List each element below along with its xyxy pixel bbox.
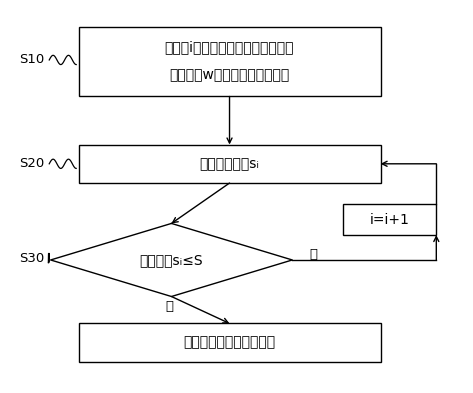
Text: S20: S20 [19, 157, 44, 170]
FancyBboxPatch shape [79, 27, 381, 97]
Text: 得到目标距离sᵢ: 得到目标距离sᵢ [200, 157, 260, 171]
Text: S30: S30 [19, 252, 44, 264]
Text: 获取第i次释放液滴时的撞击信息，: 获取第i次释放液滴时的撞击信息， [165, 40, 294, 54]
Text: i=i+1: i=i+1 [370, 213, 410, 227]
Text: 得到液滴的目标释放位置: 得到液滴的目标释放位置 [184, 336, 276, 350]
FancyBboxPatch shape [79, 145, 381, 183]
Text: 判断是否sᵢ≤S: 判断是否sᵢ≤S [140, 253, 203, 267]
Text: 是: 是 [165, 299, 173, 312]
FancyBboxPatch shape [79, 323, 381, 362]
Text: 否: 否 [309, 248, 317, 261]
Text: 网格单元w为物面上的网格单元: 网格单元w为物面上的网格单元 [169, 68, 289, 82]
Text: S10: S10 [19, 53, 44, 66]
FancyBboxPatch shape [343, 204, 436, 235]
